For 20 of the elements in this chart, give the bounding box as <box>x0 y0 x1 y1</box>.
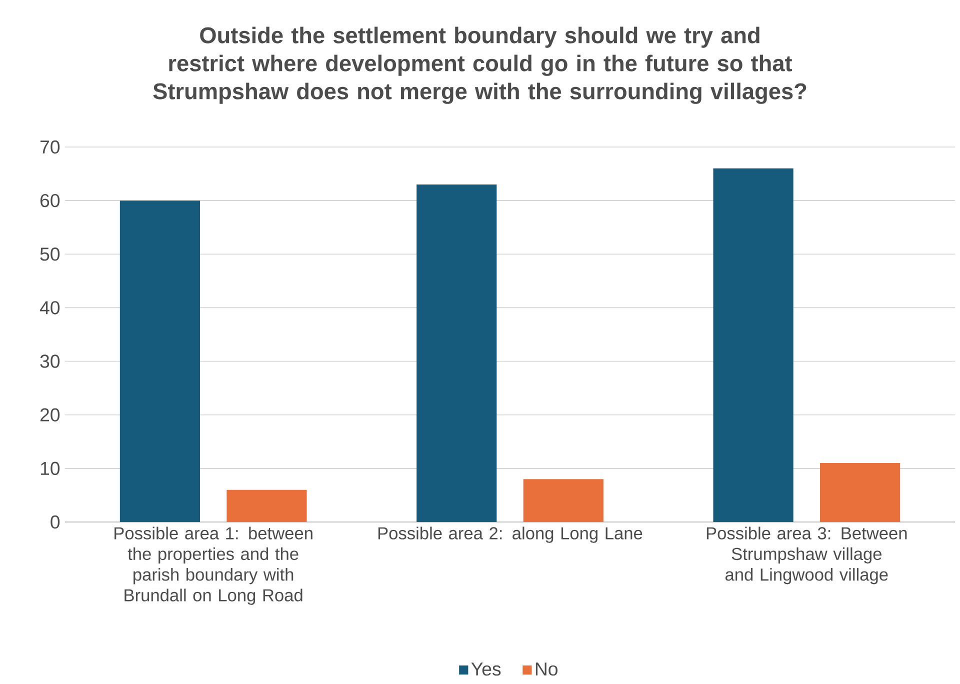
x-tick-label: Possible area 3: Between Strumpshaw village and Lingwood village <box>706 526 907 584</box>
y-tick-label: 70 <box>40 140 60 154</box>
bar <box>523 479 604 522</box>
x-tick-label: Possible area 1: between the properties and the parish boundary with Brundall on Long Road <box>114 526 312 605</box>
bar <box>416 184 497 522</box>
y-tick-label: 60 <box>40 194 60 208</box>
y-tick-label: 10 <box>40 462 60 476</box>
bar <box>820 463 900 522</box>
bar <box>120 200 200 522</box>
bar <box>713 168 794 522</box>
y-tick-label: 20 <box>40 408 60 422</box>
x-tick-label: Possible area 2: along Long Lane <box>378 526 642 543</box>
y-tick-label: 50 <box>40 248 60 261</box>
y-tick-label: 0 <box>50 515 60 529</box>
chart-title: Outside the settlement boundary should we try and restrict where development could go in the future so that Strumpshaw does not merge with the surrounding villages? <box>153 26 806 104</box>
legend-label: No <box>536 662 558 676</box>
bar <box>226 490 307 522</box>
y-tick-label: 40 <box>40 301 60 314</box>
legend-label: Yes <box>471 662 501 676</box>
y-tick-label: 30 <box>40 354 60 368</box>
